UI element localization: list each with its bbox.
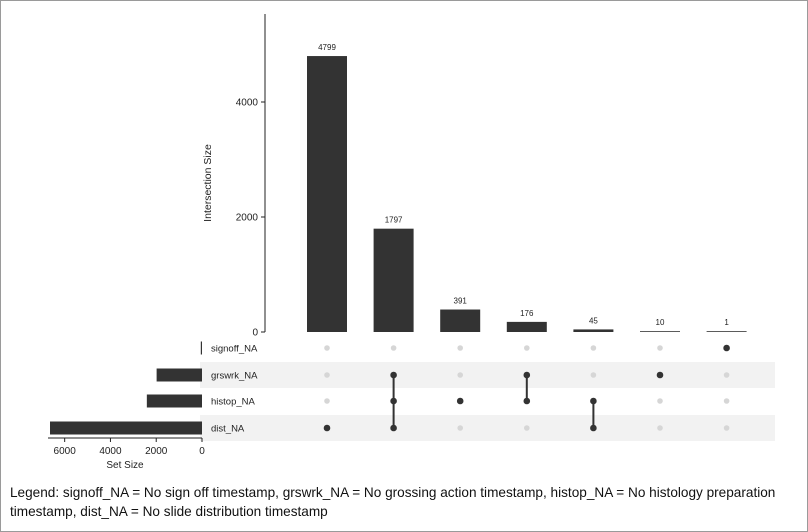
set-size-tick-label: 0	[199, 446, 205, 457]
intersection-matrix	[323, 344, 730, 432]
intersection-bar	[573, 329, 614, 332]
matrix-dot-inactive	[457, 425, 464, 431]
legend-key-grswrk: grswrk_NA	[282, 485, 349, 500]
matrix-dot-active	[323, 424, 331, 432]
legend-desc-grswrk: = No grossing action timestamp	[348, 485, 543, 500]
intersection-bar-label: 1797	[385, 216, 403, 225]
legend-desc-dist: = No slide distribution timestamp	[127, 504, 328, 519]
matrix-dot-inactive	[723, 372, 730, 378]
set-size-tick-label: 2000	[145, 446, 168, 457]
matrix-dot-inactive	[457, 372, 464, 378]
intersection-bar-label: 1	[724, 318, 729, 327]
matrix-dot-inactive	[657, 398, 663, 404]
matrix-dot-inactive	[657, 345, 663, 351]
intersection-bar	[440, 309, 481, 332]
intersection-bar-labels: 4799 1797 391 176 45 10 1	[318, 43, 729, 327]
matrix-dot-active	[456, 397, 464, 405]
set-name-label: histop_NA	[211, 397, 255, 408]
intersection-bars	[307, 56, 747, 333]
matrix-dot-inactive	[457, 345, 464, 351]
legend-key-histop: histop_NA	[550, 485, 613, 500]
matrix-dot-inactive	[524, 345, 530, 351]
set-name-label: signoff_NA	[211, 344, 258, 355]
intersection-bar	[506, 321, 547, 332]
intersection-bar-label: 176	[520, 309, 534, 318]
legend-desc-signoff: = No sign off timestamp	[128, 485, 276, 500]
set-size-bar	[156, 368, 202, 382]
intersection-bar	[373, 228, 414, 332]
matrix-dot-inactive	[590, 372, 597, 378]
intersection-bar	[307, 56, 347, 333]
y-axis-label: Intersection Size	[202, 144, 214, 222]
matrix-dot-inactive	[324, 345, 330, 351]
y-tick-label: 0	[252, 328, 258, 339]
matrix-dot-inactive	[524, 425, 530, 431]
upset-chart: Intersection Size 0 2000 4000 4799 1797 391 1…	[48, 14, 775, 471]
intersection-bar	[706, 331, 747, 332]
set-size-bars	[50, 341, 202, 435]
matrix-dot-active	[523, 397, 531, 405]
matrix-dot-active	[590, 397, 597, 405]
legend-key-dist: dist_NA	[80, 504, 128, 519]
legend-key-signoff: signoff_NA	[62, 485, 129, 500]
y-tick-label: 4000	[236, 98, 259, 109]
set-size-bar	[50, 421, 202, 435]
matrix-dot-active	[723, 344, 730, 352]
intersection-bar	[640, 331, 680, 332]
matrix-dot-active	[390, 424, 397, 432]
matrix-bands	[200, 335, 775, 441]
set-name-label: grswrk_NA	[211, 371, 258, 382]
matrix-dot-inactive	[590, 345, 597, 351]
y-axis-ticks: 0 2000 4000	[236, 98, 265, 339]
matrix-dot-inactive	[723, 425, 730, 431]
matrix-dot-inactive	[324, 372, 330, 378]
matrix-band	[200, 335, 775, 361]
set-size-bar	[146, 394, 202, 408]
legend-prefix: Legend:	[10, 485, 63, 500]
matrix-dot-active	[656, 371, 664, 379]
set-size-tick-label: 4000	[99, 446, 122, 457]
matrix-dot-active	[523, 371, 531, 379]
set-size-axis-label: Set Size	[106, 460, 144, 471]
y-tick-label: 2000	[236, 213, 259, 224]
matrix-dot-inactive	[324, 398, 330, 404]
intersection-bar-label: 391	[454, 297, 468, 306]
intersection-bar-label: 4799	[318, 43, 336, 52]
matrix-dot-inactive	[723, 398, 730, 404]
matrix-band	[200, 388, 775, 414]
matrix-band	[200, 362, 775, 388]
legend-desc-histop: = No histology preparation timestamp	[10, 485, 776, 519]
set-size-ticks: 6000 4000 2000 0	[54, 438, 205, 457]
matrix-dot-inactive	[657, 425, 663, 431]
matrix-dot-active	[390, 397, 397, 405]
matrix-dot-inactive	[390, 345, 397, 351]
matrix-dot-active	[590, 424, 597, 432]
intersection-bar-label: 45	[589, 316, 598, 325]
figure-legend: Legend: signoff_NA = No sign off timesta…	[10, 485, 776, 519]
set-name-labels: signoff_NA grswrk_NA histop_NA dist_NA	[211, 344, 258, 435]
intersection-bar-label: 10	[656, 318, 665, 327]
set-size-tick-label: 6000	[54, 446, 77, 457]
matrix-dot-active	[390, 371, 397, 379]
set-name-label: dist_NA	[211, 424, 245, 435]
matrix-band	[200, 415, 775, 441]
set-size-bar	[200, 341, 202, 355]
